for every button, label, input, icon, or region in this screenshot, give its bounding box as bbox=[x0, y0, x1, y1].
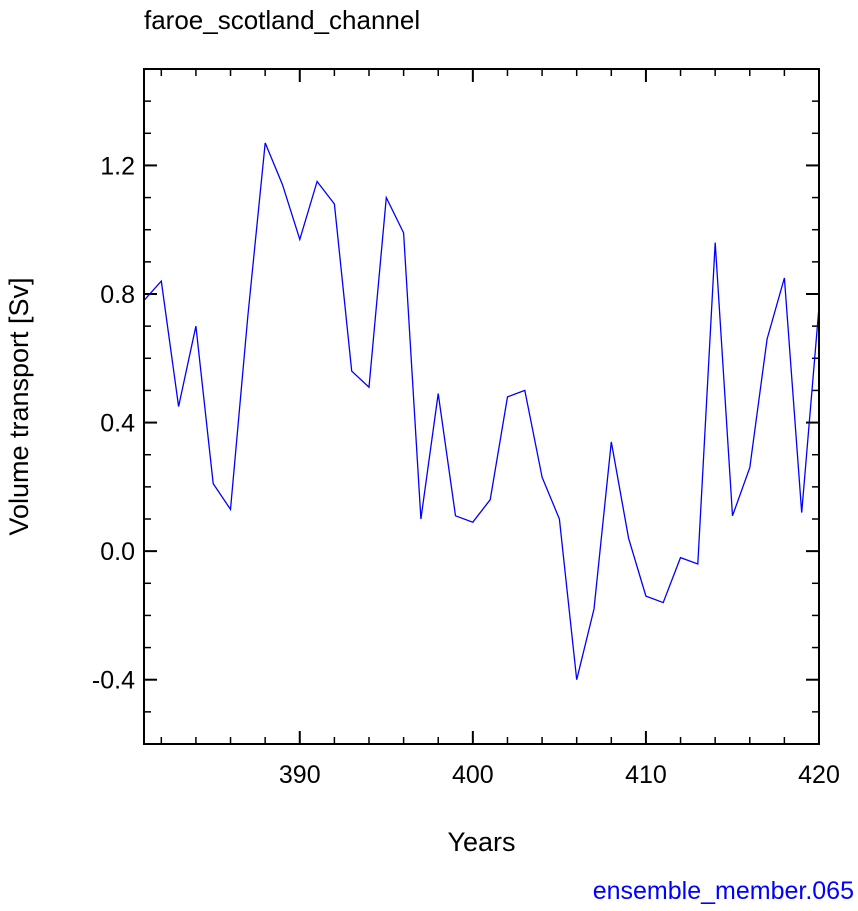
y-tick-label: 0.8 bbox=[100, 281, 135, 309]
chart-title: faroe_scotland_channel bbox=[144, 5, 420, 35]
x-tick-labels: 390 400 410 420 bbox=[279, 761, 840, 789]
major-ticks bbox=[144, 69, 820, 744]
y-tick-label: 0.0 bbox=[100, 538, 135, 566]
y-tick-label: 0.4 bbox=[100, 410, 135, 438]
ensemble-member-label: ensemble_member.065 bbox=[593, 877, 854, 905]
y-tick-labels: -0.4 0.0 0.4 0.8 1.2 bbox=[92, 152, 135, 694]
minor-ticks bbox=[144, 68, 819, 745]
x-tick-label: 390 bbox=[279, 761, 321, 789]
series-line bbox=[143, 142, 820, 680]
x-tick-label: 410 bbox=[625, 761, 667, 789]
y-tick-label: -0.4 bbox=[92, 667, 135, 695]
x-tick-label: 420 bbox=[798, 761, 840, 789]
x-axis-label: Years bbox=[447, 827, 515, 857]
y-axis-label: Volume transport [Sv] bbox=[4, 277, 34, 535]
x-tick-label: 400 bbox=[452, 761, 494, 789]
y-tick-label: 1.2 bbox=[100, 152, 135, 180]
plot-frame bbox=[143, 68, 820, 745]
